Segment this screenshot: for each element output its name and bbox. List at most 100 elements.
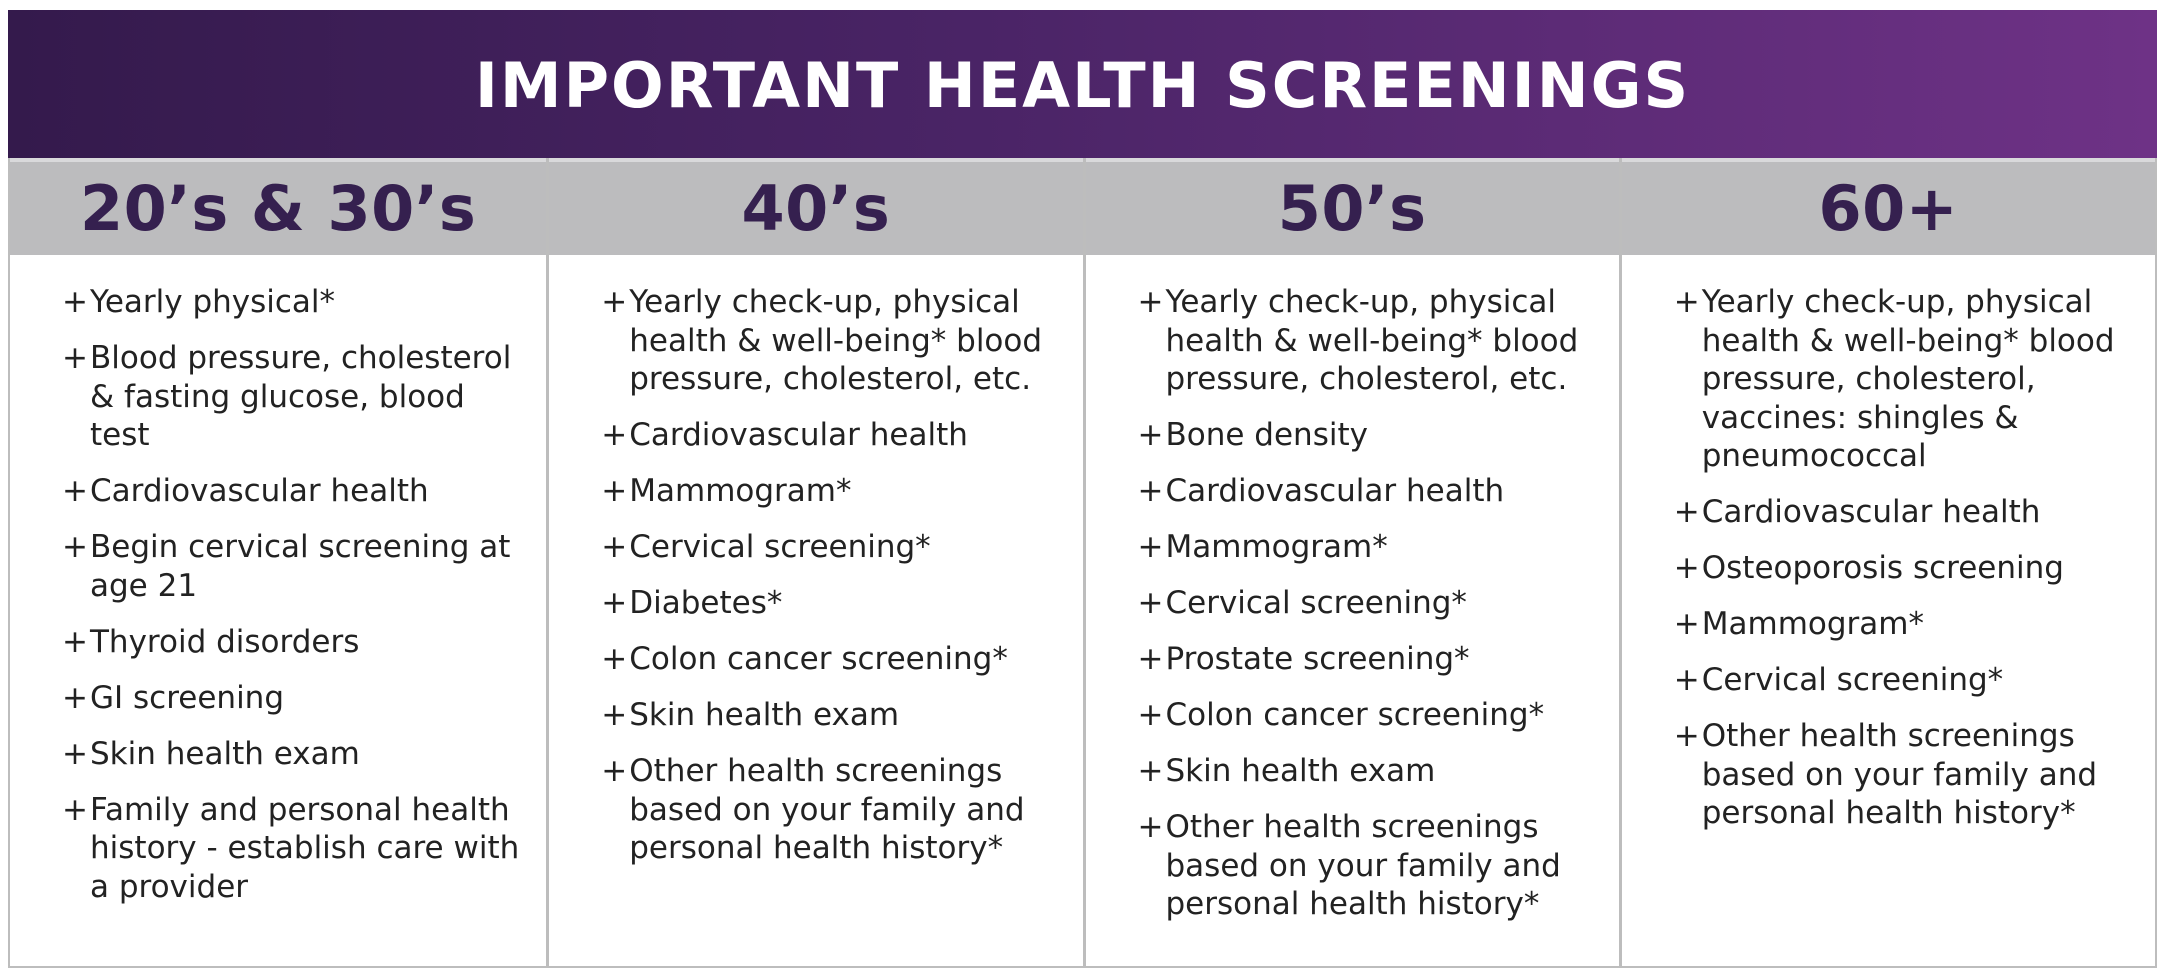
screening-item-text: Yearly physical*	[90, 284, 336, 320]
screening-item: + Colon cancer screening*	[1138, 696, 1599, 735]
plus-icon: +	[62, 529, 88, 565]
screening-item: + Thyroid disorders	[62, 623, 526, 662]
screening-item-text: Other health screenings based on your fa…	[1165, 809, 1561, 922]
screening-item-text: Thyroid disorders	[90, 623, 360, 660]
plus-icon: +	[1137, 284, 1164, 320]
screening-item-text: Blood pressure, cholesterol & fasting gl…	[90, 340, 512, 453]
screening-item-text: Osteoporosis screening	[1701, 550, 2064, 586]
screening-item-text: Skin health exam	[629, 697, 900, 733]
screening-item-text: Mammogram*	[1165, 529, 1388, 565]
screening-list: + Yearly physical* + Blood pressure, choles…	[10, 255, 546, 906]
screening-list: + Yearly check-up, physical health & well…	[1086, 255, 1619, 924]
screening-item: + Skin health exam	[601, 696, 1062, 735]
screening-list: + Yearly check-up, physical health & well…	[549, 255, 1082, 868]
screening-item-text: Mammogram*	[629, 473, 852, 509]
screening-item: + Mammogram*	[601, 472, 1062, 511]
screening-item: + Osteoporosis screening	[1674, 549, 2135, 588]
screening-item: + Prostate screening*	[1138, 640, 1599, 679]
plus-icon: +	[1137, 753, 1164, 789]
screening-item-text: Cardiovascular health	[90, 473, 429, 509]
plus-icon: +	[1137, 697, 1164, 733]
screening-item: + Cervical screening*	[1138, 584, 1599, 623]
screening-item: + Other health screenings based on your f…	[1674, 717, 2135, 833]
screening-item-text: Skin health exam	[1165, 753, 1436, 789]
screening-item: + Yearly check-up, physical health & well…	[601, 283, 1062, 399]
title-banner: IMPORTANT HEALTH SCREENINGS	[8, 10, 2157, 158]
screening-item-text: Yearly check-up, physical health & well-…	[1165, 284, 1579, 397]
plus-icon: +	[1673, 606, 1700, 642]
age-column-header: 20’s & 30’s	[10, 158, 547, 255]
age-column-title: 50’s	[1277, 172, 1427, 245]
plus-icon: +	[601, 473, 628, 509]
screenings-chart: IMPORTANT HEALTH SCREENINGS 20’s & 30’s …	[8, 10, 2157, 968]
plus-icon: +	[62, 791, 88, 828]
screening-item: + Cardiovascular health	[1674, 493, 2135, 532]
screening-item-text: Yearly check-up, physical health & well-…	[1701, 284, 2115, 474]
screening-item-text: Mammogram*	[1701, 606, 1924, 642]
screening-item: + Yearly check-up, physical health & well…	[1138, 283, 1599, 399]
page-title: IMPORTANT HEALTH SCREENINGS	[474, 48, 1691, 122]
screening-item: + Mammogram*	[1674, 605, 2135, 644]
plus-icon: +	[62, 679, 88, 716]
plus-icon: +	[1137, 585, 1164, 621]
screening-item-text: Skin health exam	[90, 735, 360, 772]
screening-item-text: Other health screenings based on your fa…	[629, 753, 1025, 866]
age-column-title: 20’s & 30’s	[80, 172, 477, 245]
age-column-50s: 50’s + Yearly check-up, physical health &…	[1082, 158, 1619, 966]
plus-icon: +	[601, 641, 628, 677]
screening-item-text: Cervical screening*	[1165, 585, 1467, 621]
plus-icon: +	[1673, 284, 1700, 320]
screening-item-text: Colon cancer screening*	[1165, 697, 1545, 733]
screening-item: + Bone density	[1138, 416, 1599, 455]
age-column-header: 50’s	[1085, 158, 1619, 255]
screening-item: + Other health screenings based on your f…	[601, 752, 1062, 868]
plus-icon: +	[601, 529, 628, 565]
screening-item: + Cardiovascular health	[62, 472, 526, 511]
plus-icon: +	[1137, 417, 1164, 453]
plus-icon: +	[1673, 550, 1700, 586]
screening-item: + Skin health exam	[1138, 752, 1599, 791]
screening-item-text: Cervical screening*	[629, 529, 931, 565]
screening-item: + Colon cancer screening*	[601, 640, 1062, 679]
screening-item: + Blood pressure, cholesterol & fasting g…	[62, 339, 526, 455]
screening-item: + Family and personal health history - es…	[62, 791, 526, 907]
screening-item-text: Diabetes*	[629, 585, 783, 621]
screening-item: + Mammogram*	[1138, 528, 1599, 567]
screening-item-text: Cardiovascular health	[1701, 494, 2041, 530]
screening-item: + Skin health exam	[62, 735, 526, 774]
plus-icon: +	[62, 284, 88, 320]
plus-icon: +	[1137, 641, 1164, 677]
screening-item: + Other health screenings based on your f…	[1138, 808, 1599, 924]
screening-item: + Cardiovascular health	[601, 416, 1062, 455]
age-column-40s: 40’s + Yearly check-up, physical health &…	[546, 158, 1083, 966]
screening-item-text: Cardiovascular health	[629, 417, 968, 453]
screening-item: + GI screening	[62, 679, 526, 718]
screening-item: + Cervical screening*	[1674, 661, 2135, 700]
age-column-header: 60+	[1621, 158, 2155, 255]
screening-item-text: GI screening	[90, 679, 285, 716]
screening-item: + Diabetes*	[601, 584, 1062, 623]
screening-item: + Yearly check-up, physical health & well…	[1674, 283, 2135, 476]
screening-item: + Yearly physical*	[62, 283, 526, 322]
plus-icon: +	[601, 417, 628, 453]
screening-item: + Cervical screening*	[601, 528, 1062, 567]
plus-icon: +	[1137, 473, 1164, 509]
screening-item: + Begin cervical screening at age 21	[62, 528, 526, 605]
plus-icon: +	[601, 585, 628, 621]
age-column-60-plus: 60+ + Yearly check-up, physical health & …	[1618, 158, 2155, 966]
age-group-table: 20’s & 30’s + Yearly physical* + Blood pres…	[8, 158, 2157, 968]
plus-icon: +	[62, 735, 88, 772]
screening-item-text: Colon cancer screening*	[629, 641, 1008, 677]
screening-item-text: Cervical screening*	[1701, 662, 2004, 698]
screening-list: + Yearly check-up, physical health & well…	[1622, 255, 2155, 833]
plus-icon: +	[601, 284, 628, 320]
plus-icon: +	[62, 623, 88, 660]
screening-item: + Cardiovascular health	[1138, 472, 1599, 511]
screening-item-text: Bone density	[1165, 417, 1368, 453]
plus-icon: +	[1673, 494, 1700, 530]
screening-item-text: Family and personal health history - est…	[90, 791, 520, 905]
plus-icon: +	[1137, 809, 1164, 845]
plus-icon: +	[1673, 662, 1700, 698]
screening-item-text: Other health screenings based on your fa…	[1701, 718, 2098, 831]
screening-item-text: Cardiovascular health	[1165, 473, 1505, 509]
